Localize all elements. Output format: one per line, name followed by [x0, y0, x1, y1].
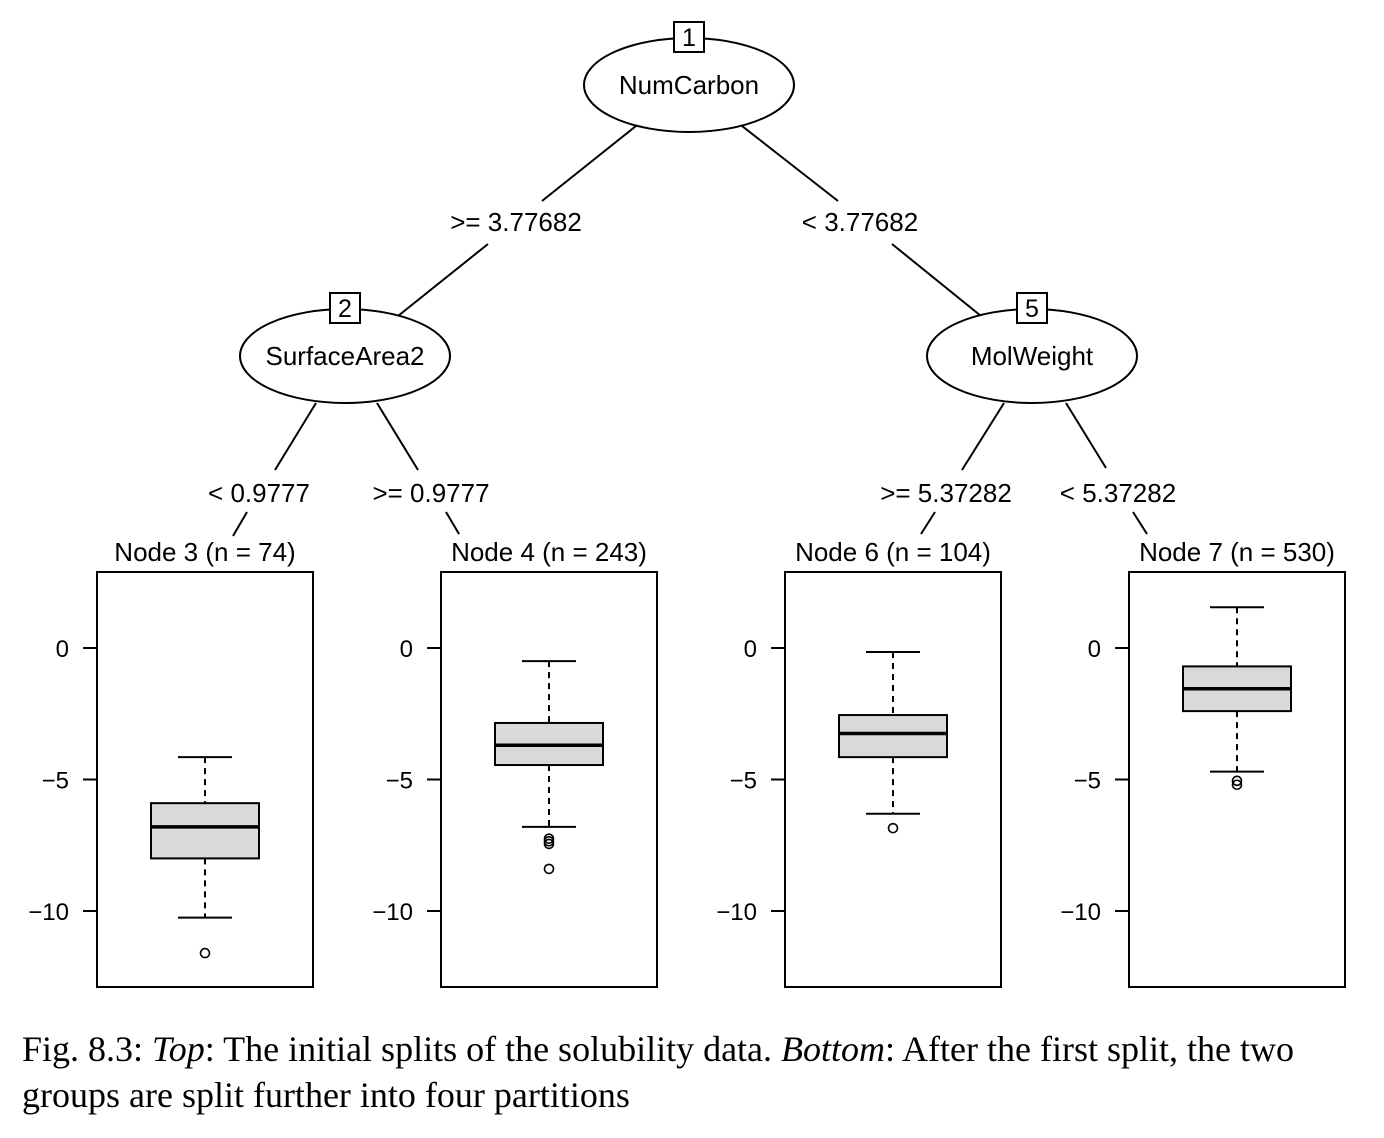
- caption-top-text: : The initial splits of the solubility d…: [204, 1029, 782, 1069]
- boxplot-panel-2: Node 4 (n = 243) 0 −5 −10: [372, 537, 658, 988]
- tree-node-2: 2 SurfaceArea2: [239, 292, 451, 404]
- node-id-box: [1016, 292, 1048, 324]
- y-tick-label: −5: [386, 768, 413, 795]
- y-tick-label: 0: [400, 636, 413, 663]
- edge-1-5-lower: [891, 243, 982, 317]
- iqr-box: [150, 802, 260, 860]
- y-tick-label: −5: [42, 768, 69, 795]
- caption-bottom-text: : After the first split, the two groups …: [22, 1029, 1294, 1115]
- y-tick-label: −5: [1074, 768, 1101, 795]
- node-variable-label: NumCarbon: [619, 70, 759, 100]
- figure-caption: Fig. 8.3: Top: The initial splits of the…: [22, 1026, 1367, 1118]
- panel-title: Node 3 (n = 74): [114, 537, 295, 567]
- panel-title: Node 7 (n = 530): [1139, 537, 1335, 567]
- node-id-label: 2: [338, 295, 352, 323]
- edge-label-2-4: >= 0.9777: [372, 478, 489, 508]
- edge-5-7-lower: [1132, 511, 1148, 535]
- edge-2-4-upper: [376, 402, 419, 471]
- panel-title: Node 6 (n = 104): [795, 537, 991, 567]
- edge-label-5-6: >= 5.37282: [880, 478, 1012, 508]
- node-id-box: [329, 292, 361, 324]
- outlier-point: [1231, 779, 1243, 791]
- edge-label-1-2: >= 3.77682: [450, 207, 582, 237]
- edge-5-7-upper: [1065, 402, 1107, 469]
- caption-top-label: Top: [152, 1029, 205, 1069]
- iqr-box: [838, 714, 948, 759]
- edge-5-6-upper: [961, 402, 1005, 471]
- y-tick-label: −10: [28, 899, 69, 926]
- outlier-point: [1231, 775, 1243, 787]
- tree-node-5: 5 MolWeight: [926, 292, 1138, 404]
- edge-2-4-lower: [445, 511, 460, 535]
- outlier-point: [543, 863, 555, 875]
- outlier-point: [543, 838, 555, 850]
- y-tick-label: −10: [372, 899, 413, 926]
- y-tick-label: 0: [744, 636, 757, 663]
- boxplot-panel-3: Node 6 (n = 104) 0 −5 −10: [716, 537, 1002, 988]
- node-variable-label: MolWeight: [971, 341, 1094, 371]
- edge-label-2-3: < 0.9777: [208, 478, 310, 508]
- y-tick-label: 0: [1088, 636, 1101, 663]
- outlier-point: [887, 822, 899, 834]
- caption-bottom-label: Bottom: [781, 1029, 886, 1069]
- y-tick-label: −10: [1060, 899, 1101, 926]
- node-id-label: 5: [1025, 295, 1039, 323]
- y-tick-label: −10: [716, 899, 757, 926]
- outlier-point: [199, 947, 211, 959]
- terminal-node-panels: Node 3 (n = 74) 0 −5 −10 Node 4 (n = 243) 0 −5…: [28, 537, 1346, 988]
- edge-label-1-5: < 3.77682: [802, 207, 918, 237]
- edge-1-5-upper: [741, 125, 839, 202]
- edge-label-5-7: < 5.37282: [1060, 478, 1176, 508]
- edge-2-3-lower: [232, 511, 248, 537]
- caption-prefix: Fig. 8.3:: [22, 1029, 153, 1069]
- edge-1-2-lower: [397, 243, 489, 317]
- edge-5-6-lower: [920, 511, 936, 535]
- tree-node-1: 1 NumCarbon: [583, 21, 795, 133]
- panel-title: Node 4 (n = 243): [451, 537, 647, 567]
- y-tick-label: 0: [56, 636, 69, 663]
- edge-1-2-upper: [541, 125, 637, 202]
- node-variable-label: SurfaceArea2: [266, 341, 425, 371]
- boxplot-panel-1: Node 3 (n = 74) 0 −5 −10: [28, 537, 314, 988]
- node-id-label: 1: [682, 24, 696, 52]
- node-id-box: [673, 21, 705, 53]
- y-tick-label: −5: [730, 768, 757, 795]
- edge-2-3-upper: [274, 402, 317, 471]
- boxplot-panel-4: Node 7 (n = 530) 0 −5 −10: [1060, 537, 1346, 988]
